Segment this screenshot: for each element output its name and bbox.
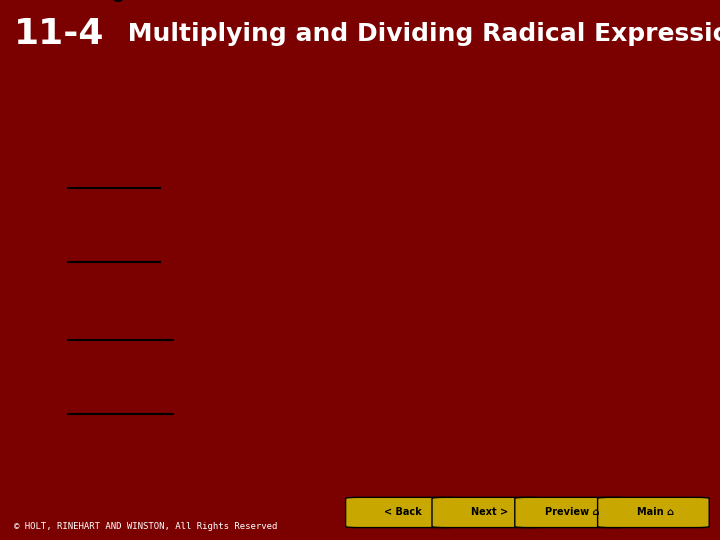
- Text: Main ⌂: Main ⌂: [636, 507, 674, 517]
- FancyBboxPatch shape: [515, 497, 626, 528]
- Text: Multiplying and Dividing Radical Expressions: Multiplying and Dividing Radical Express…: [119, 22, 720, 46]
- Text: Next >: Next >: [471, 507, 508, 517]
- FancyBboxPatch shape: [432, 497, 544, 528]
- Text: Preview ⌂: Preview ⌂: [545, 507, 600, 517]
- FancyBboxPatch shape: [346, 497, 457, 528]
- FancyBboxPatch shape: [598, 497, 709, 528]
- Text: $6$: $6$: [108, 0, 125, 8]
- Text: © HOLT, RINEHART AND WINSTON, All Rights Reserved: © HOLT, RINEHART AND WINSTON, All Rights…: [14, 522, 278, 531]
- Text: 11-4: 11-4: [14, 17, 105, 51]
- Text: < Back: < Back: [384, 507, 422, 517]
